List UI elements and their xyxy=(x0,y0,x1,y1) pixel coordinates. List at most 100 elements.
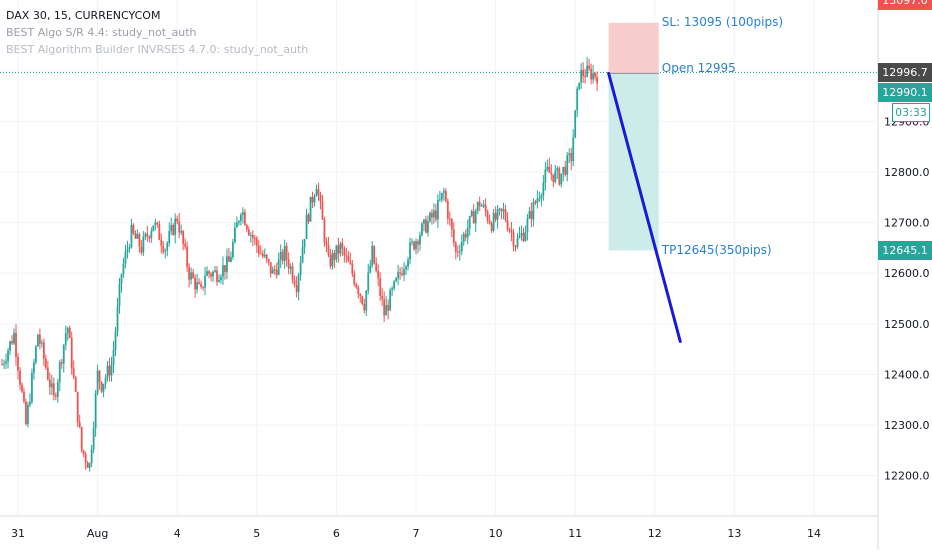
candle-body xyxy=(160,239,163,246)
candle-body xyxy=(275,269,278,275)
candle-body xyxy=(295,285,298,292)
candle-body xyxy=(98,370,101,382)
candle-body xyxy=(574,110,577,138)
candle-body xyxy=(230,257,232,262)
candle-body xyxy=(80,426,83,451)
candle-body xyxy=(321,201,324,220)
candle-body xyxy=(136,234,139,239)
candle-body xyxy=(399,272,401,274)
candle-body xyxy=(530,211,533,220)
candle-body xyxy=(347,256,350,262)
take-profit-price-tag: 12645.1 xyxy=(878,240,932,260)
candle-body xyxy=(234,227,236,243)
candle-body xyxy=(283,245,286,261)
candle-body xyxy=(345,255,348,257)
candle-body xyxy=(317,189,320,195)
candle-body xyxy=(271,269,274,274)
candle-body xyxy=(273,269,276,271)
candle-body xyxy=(279,251,282,260)
candle-body xyxy=(194,278,197,290)
indicator-legend-sr[interactable]: BEST Algo S/R 4.4: study_not_auth xyxy=(6,26,197,39)
candle-body xyxy=(417,241,419,245)
candle-body xyxy=(146,233,149,237)
candle-body xyxy=(299,262,302,275)
candle-body xyxy=(580,70,583,83)
candle-body xyxy=(38,334,41,344)
candle-body xyxy=(331,252,334,267)
candle-body xyxy=(170,225,173,232)
candle-body xyxy=(277,259,280,275)
candle-body xyxy=(249,234,252,236)
candle-body xyxy=(289,266,292,269)
projection-line xyxy=(607,71,682,343)
candle-body xyxy=(468,216,471,229)
candle-body xyxy=(564,166,567,175)
candle-body xyxy=(480,205,483,207)
candle-body xyxy=(291,266,294,281)
candle-body xyxy=(88,463,91,468)
candle-body xyxy=(357,287,360,295)
candle-body xyxy=(415,241,417,250)
candle-body xyxy=(540,195,543,199)
candle-body xyxy=(237,221,240,223)
candle-body xyxy=(498,208,501,210)
candle-body xyxy=(343,248,346,256)
candle-body xyxy=(9,341,11,351)
candle-body xyxy=(554,170,557,182)
candle-body xyxy=(403,269,405,276)
candle-body xyxy=(500,208,503,212)
x-tick-label: 10 xyxy=(489,527,503,540)
candle-body xyxy=(60,362,63,364)
x-tick-label: 7 xyxy=(413,527,420,540)
candle-body xyxy=(504,209,507,221)
candle-body xyxy=(82,450,85,455)
candle-body xyxy=(168,231,171,243)
candle-body xyxy=(176,218,179,222)
symbol-title[interactable]: DAX 30, 15, CURRENCYCOM xyxy=(6,9,161,22)
candle-body xyxy=(458,251,461,253)
candle-body xyxy=(263,254,266,257)
candle-body xyxy=(104,377,107,384)
indicator-legend-builder[interactable]: BEST Algorithm Builder INVRSES 4.7.0: st… xyxy=(6,43,309,56)
candle-body xyxy=(377,270,380,279)
candle-body xyxy=(184,243,187,247)
y-tick-label: 12400.0 xyxy=(884,368,930,381)
candle-body xyxy=(305,214,308,240)
candle-body xyxy=(562,166,565,174)
candle-body xyxy=(245,225,248,230)
candle-body xyxy=(478,202,481,206)
candle-body xyxy=(72,368,75,378)
candle-body xyxy=(452,229,455,243)
candle-body xyxy=(255,238,258,246)
candle-body xyxy=(232,242,234,258)
candle-body xyxy=(355,284,358,288)
candle-body xyxy=(70,338,73,369)
y-tick-label: 12300.0 xyxy=(884,419,930,432)
candle-body xyxy=(391,288,394,291)
candle-body xyxy=(588,65,591,69)
candle-body xyxy=(190,272,193,280)
candle-body xyxy=(472,211,475,224)
candle-body xyxy=(269,262,272,274)
x-tick-label: 4 xyxy=(174,527,181,540)
candle-body xyxy=(3,363,5,365)
candle-body xyxy=(365,290,368,311)
candle-body xyxy=(27,405,29,425)
candle-body xyxy=(444,190,447,202)
candle-body xyxy=(560,173,563,185)
candle-body xyxy=(371,245,374,266)
candle-body xyxy=(156,222,159,225)
candle-body xyxy=(100,381,103,392)
candle-body xyxy=(421,223,423,236)
y-tick-label: 12600.0 xyxy=(884,267,930,280)
candle-body xyxy=(112,349,115,366)
stop-loss-price-tag: 13097.0 xyxy=(878,0,932,10)
candle-body xyxy=(516,237,519,248)
candle-body xyxy=(440,192,443,200)
candle-body xyxy=(239,215,242,222)
candle-body xyxy=(532,201,535,220)
candle-body xyxy=(202,286,204,288)
candle-body xyxy=(484,204,487,212)
